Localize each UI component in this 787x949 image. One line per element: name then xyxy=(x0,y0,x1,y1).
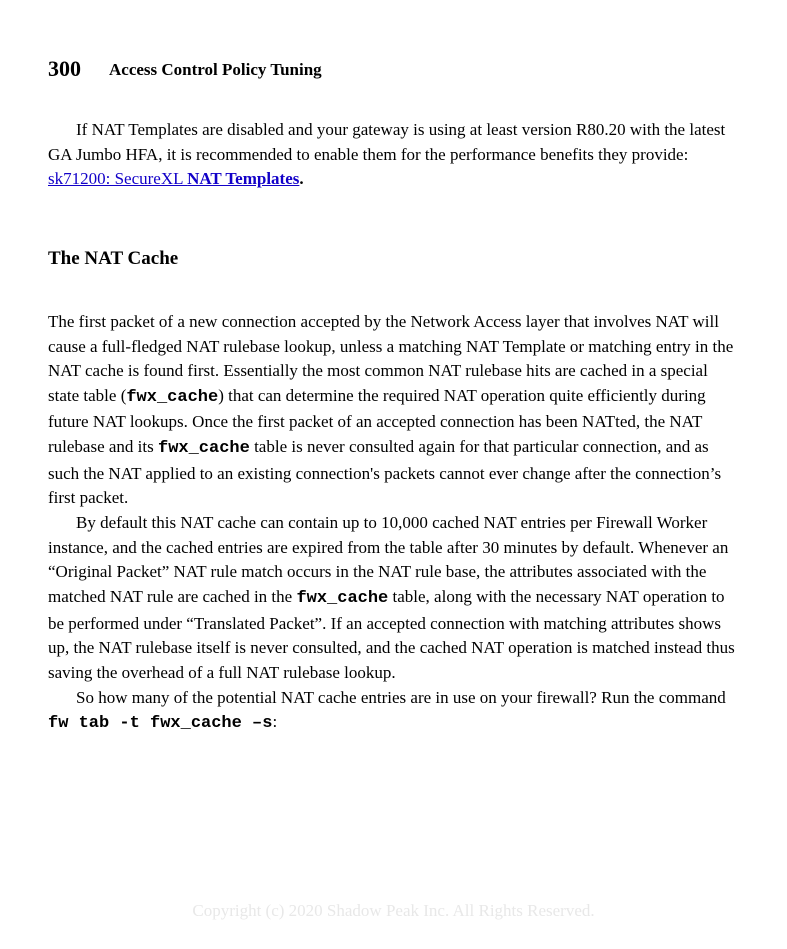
section-p3: So how many of the potential NAT cache e… xyxy=(48,686,739,737)
sk-link-prefix: sk71200: SecureXL xyxy=(48,169,187,188)
p2-code1: fwx_cache xyxy=(296,589,388,608)
sk-link-bold: NAT Templates xyxy=(187,169,299,188)
copyright-footer: Copyright (c) 2020 Shadow Peak Inc. All … xyxy=(0,901,787,921)
section-heading: The NAT Cache xyxy=(48,248,739,270)
p1-code1: fwx_cache xyxy=(126,388,218,407)
intro-period: . xyxy=(299,169,303,188)
p3-text-a: So how many of the potential NAT cache e… xyxy=(76,688,726,707)
section-p1: The first packet of a new connection acc… xyxy=(48,310,739,511)
section-p2: By default this NAT cache can contain up… xyxy=(48,511,739,685)
sk-link[interactable]: sk71200: SecureXL NAT Templates xyxy=(48,169,299,188)
chapter-title: Access Control Policy Tuning xyxy=(109,60,322,80)
p3-code1: fw tab -t fwx_cache –s xyxy=(48,714,272,733)
page-number: 300 xyxy=(48,56,81,82)
running-header: 300 Access Control Policy Tuning xyxy=(48,56,739,82)
intro-paragraph: If NAT Templates are disabled and your g… xyxy=(48,118,739,192)
p1-code2: fwx_cache xyxy=(158,439,250,458)
page: 300 Access Control Policy Tuning If NAT … xyxy=(0,0,787,949)
intro-text: If NAT Templates are disabled and your g… xyxy=(48,120,725,164)
p3-text-b: : xyxy=(272,712,277,731)
